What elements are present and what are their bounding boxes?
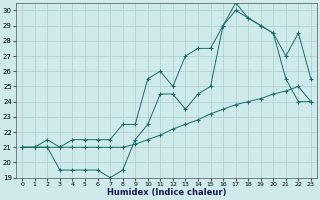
X-axis label: Humidex (Indice chaleur): Humidex (Indice chaleur) [107, 188, 226, 197]
